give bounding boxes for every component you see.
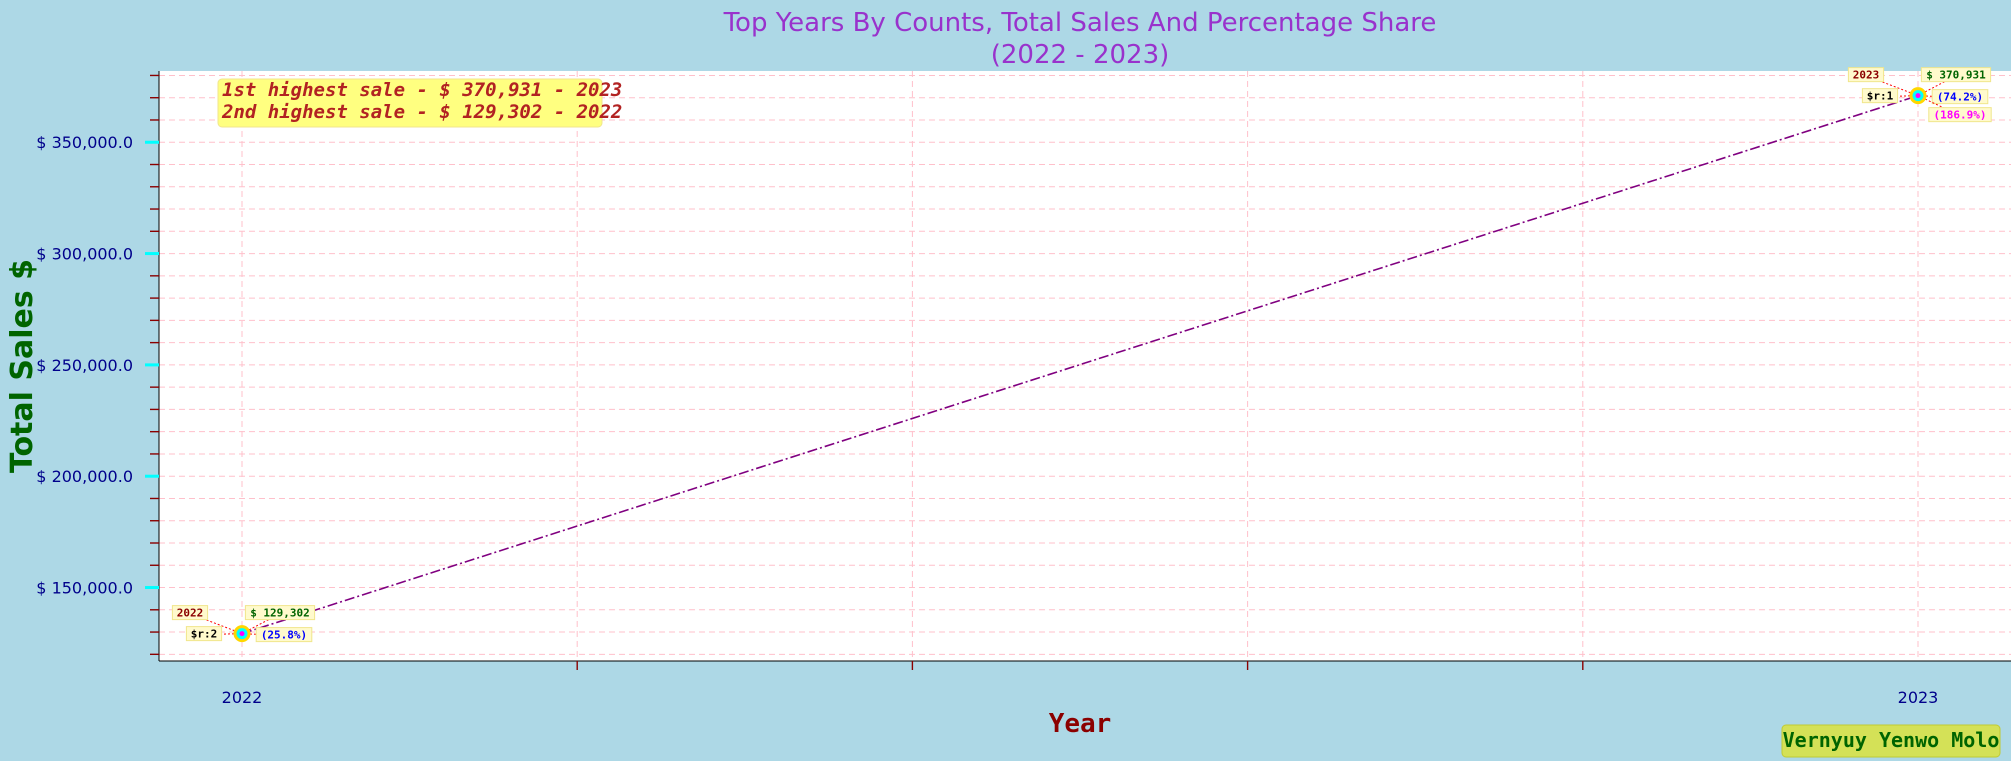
highlight-first: 1st highest sale - $ 370,931 - 2023	[222, 79, 622, 101]
y-tick-label: $ 200,000.0	[36, 467, 133, 486]
annotation-leader	[1917, 75, 1957, 97]
annotation-sales: $ 129,302	[250, 607, 310, 620]
chart-title-line2: (2022 - 2023)	[991, 40, 1170, 70]
y-tick-label: $ 250,000.0	[36, 356, 133, 375]
y-tick-label: $ 150,000.0	[36, 579, 133, 598]
annotation-leader	[241, 613, 281, 635]
highlight-box	[217, 78, 603, 128]
watermark: Vernyuy Yenwo Molo	[1783, 728, 2000, 752]
y-tick-label: $ 300,000.0	[36, 245, 133, 264]
series	[241, 94, 1919, 635]
annotation-year: 2022	[177, 607, 204, 620]
x-axis-ticks: 2022 2023	[222, 661, 1939, 707]
annotation-box	[1931, 89, 1989, 105]
annotation-box	[244, 605, 316, 621]
highlight-second: 2nd highest sale - $ 129,302 - 2022	[221, 101, 622, 123]
annotation-box	[1847, 67, 1885, 83]
annotation-rank: $r:2	[191, 628, 218, 641]
data-point-center	[239, 631, 245, 637]
annotation-box	[171, 605, 209, 621]
annotation-box	[185, 626, 223, 642]
annotation-rank: $r:1	[1867, 90, 1894, 103]
y-tick-label: $ 350,000.0	[36, 133, 133, 152]
plot-area	[159, 71, 2011, 661]
annotation-box	[255, 627, 313, 643]
annotation-share: (74.2%)	[1937, 91, 1983, 104]
watermark-box	[1781, 724, 2001, 758]
annotation-sales: $ 370,931	[1926, 69, 1986, 82]
annotation-box	[1920, 67, 1992, 83]
x-tick-label: 2023	[1898, 688, 1939, 707]
data-point-center	[1915, 93, 1921, 99]
annotation-leader	[1865, 75, 1919, 97]
annotation-share: (25.8%)	[261, 629, 307, 642]
y-axis-ticks: $ 150,000.0 $ 200,000.0 $ 250,000.0 $ 300,0…	[36, 74, 159, 656]
grid	[159, 71, 2011, 661]
series-line	[241, 94, 1919, 635]
x-tick-label: 2022	[222, 688, 263, 707]
annotations: 2022 $ 129,302 $r:2 (25.8%) 2023 $ 370,931 $r:…	[171, 67, 1992, 643]
annotation-box	[1928, 107, 1992, 123]
x-axis-label: Year	[1049, 709, 1112, 739]
annotation-growth: (186.9%)	[1934, 109, 1987, 122]
annotation-box	[1861, 88, 1899, 104]
annotation-year: 2023	[1853, 69, 1880, 82]
chart-title-line1: Top Years By Counts, Total Sales And Per…	[723, 8, 1437, 38]
annotation-leader	[189, 613, 243, 635]
y-axis-label: Total Sales $	[5, 259, 40, 473]
